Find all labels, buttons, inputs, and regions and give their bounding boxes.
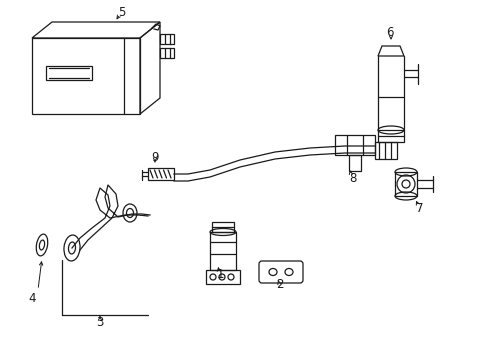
Text: 3: 3 bbox=[96, 315, 103, 328]
Text: 5: 5 bbox=[118, 5, 125, 18]
Text: 6: 6 bbox=[386, 26, 393, 39]
Text: 8: 8 bbox=[348, 171, 356, 185]
Text: 9: 9 bbox=[151, 150, 159, 163]
Text: 7: 7 bbox=[415, 202, 423, 215]
Text: 2: 2 bbox=[276, 279, 283, 292]
Text: 4: 4 bbox=[28, 292, 36, 305]
Text: 1: 1 bbox=[216, 269, 224, 282]
